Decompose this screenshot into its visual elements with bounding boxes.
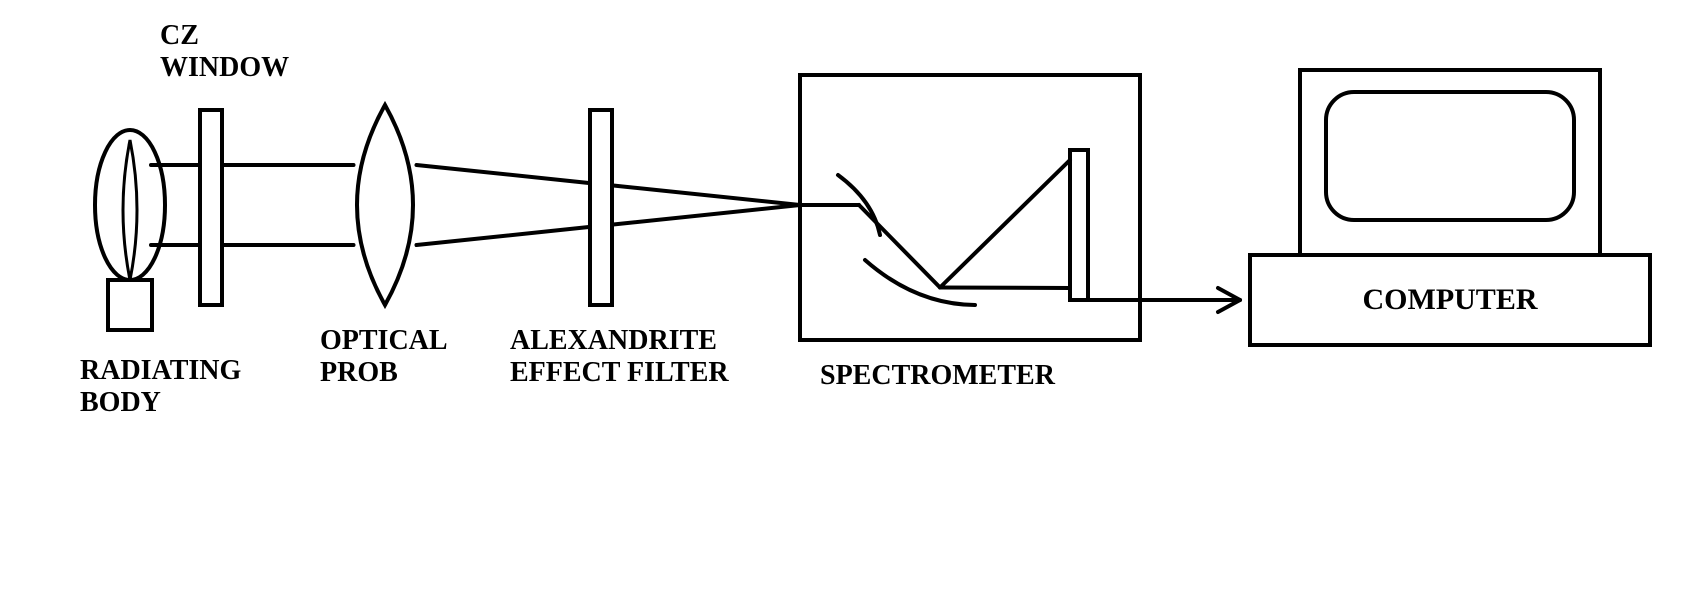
label-computer: COMPUTER — [1250, 255, 1650, 345]
label-radiating-body: RADIATING BODY — [80, 355, 241, 419]
label-cz-window: CZ WINDOW — [160, 20, 289, 84]
label-spectrometer: SPECTROMETER — [820, 360, 1055, 392]
label-optical-prob: OPTICAL PROB — [320, 325, 448, 389]
diagram-canvas: CZ WINDOW RADIATING BODY OPTICAL PROB AL… — [0, 0, 1698, 611]
label-alexandrite-filter: ALEXANDRITE EFFECT FILTER — [510, 325, 729, 389]
